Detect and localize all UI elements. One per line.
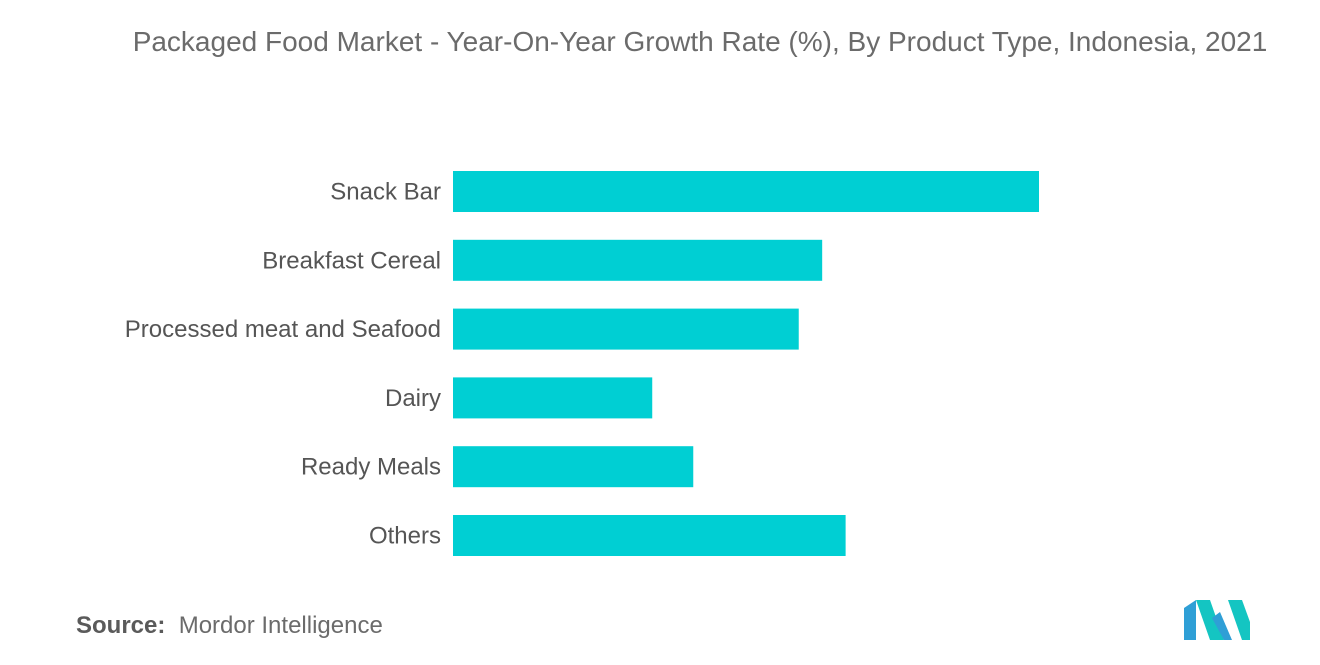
bar-others <box>453 515 846 556</box>
bar-breakfast-cereal <box>453 239 823 281</box>
source-line: Source: Mordor Intelligence <box>76 612 383 640</box>
bar-snack-bar <box>453 171 1039 212</box>
category-label: Ready Meals <box>301 454 441 481</box>
mordor-intelligence-logo-icon <box>1184 600 1250 640</box>
bar-ready-meals <box>453 446 694 488</box>
source-value: Mordor Intelligence <box>178 612 383 639</box>
source-label: Source: <box>76 612 166 639</box>
category-label: Dairy <box>385 385 441 412</box>
chart-title: Packaged Food Market - Year-On-Year Grow… <box>132 26 1268 57</box>
bar-processed-meat-and-seafood <box>453 308 799 350</box>
bar-dairy <box>453 377 653 419</box>
category-label: Breakfast Cereal <box>262 247 441 274</box>
category-label: Others <box>369 523 441 550</box>
category-label: Processed meat and Seafood <box>125 316 441 343</box>
category-label: Snack Bar <box>330 179 441 206</box>
